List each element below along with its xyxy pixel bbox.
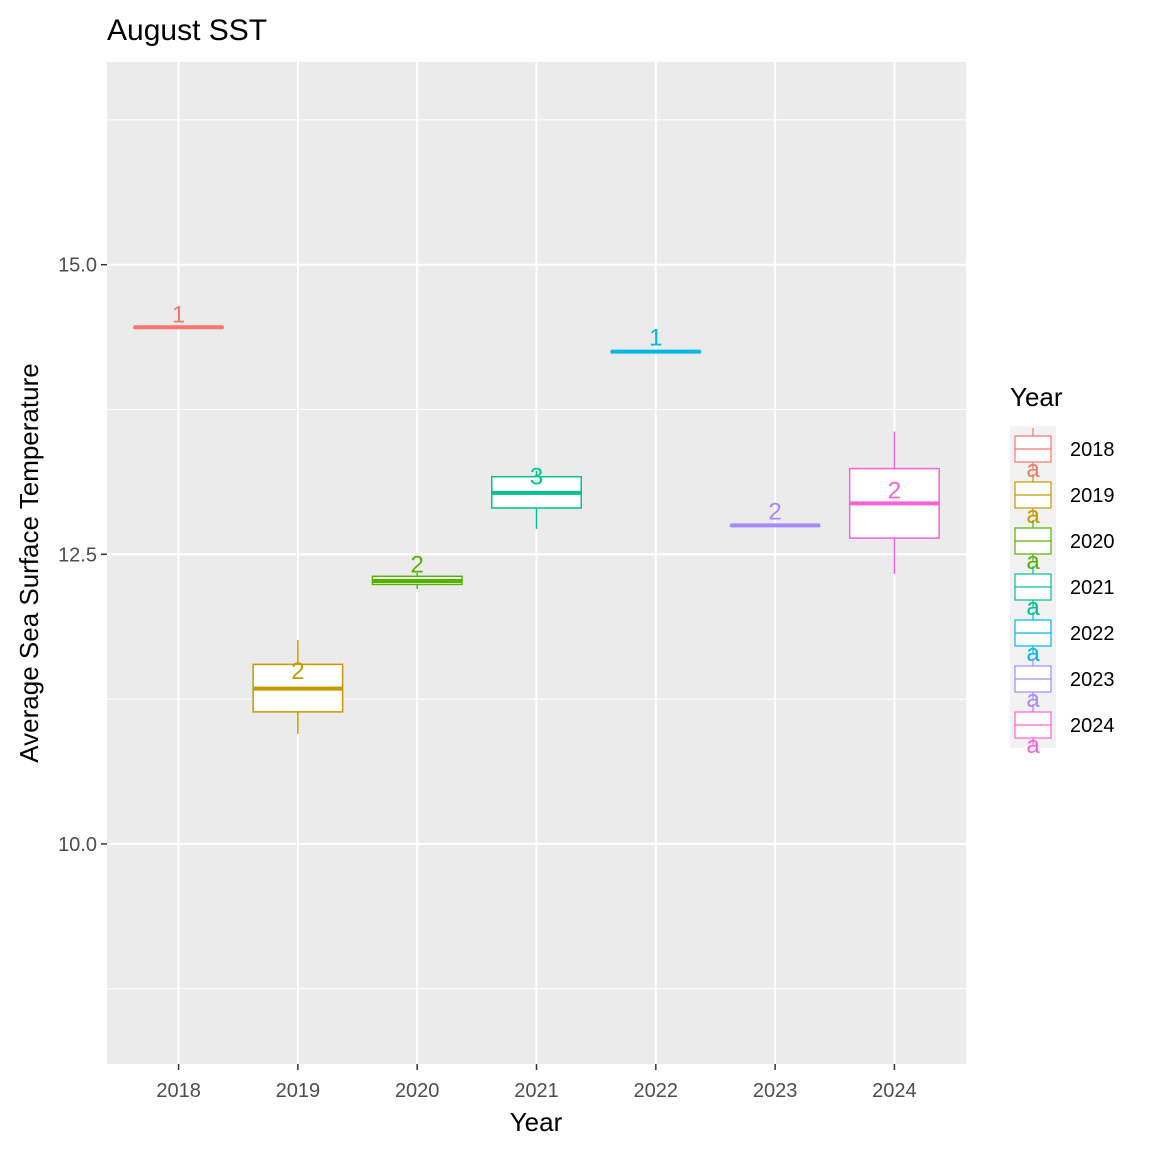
count-label-2022: 1 (649, 325, 662, 352)
count-label-2021: 3 (530, 464, 543, 491)
boxplot-2023 (729, 523, 821, 528)
legend-label: 2023 (1070, 669, 1115, 691)
legend-label: 2020 (1070, 531, 1115, 553)
legend-key-glyph: a (1026, 640, 1040, 667)
legend-label: 2021 (1070, 577, 1115, 599)
boxplot-2022 (610, 349, 702, 354)
x-tick-label: 2023 (753, 1080, 798, 1102)
legend: Year a 2018 a 2019 a 2020 a 2021 a 2022 a 2023 a 2024 (1010, 382, 1115, 759)
legend-key-glyph: a (1026, 548, 1040, 575)
legend-item-2024: a 2024 (1014, 704, 1115, 759)
boxplot-2020 (371, 572, 463, 590)
legend-item-2022: a 2022 (1014, 612, 1115, 667)
count-label-2019: 2 (291, 658, 304, 685)
legend-item-2018: a 2018 (1014, 428, 1115, 483)
boxplots (133, 325, 940, 734)
x-axis: 2018 2019 2020 2021 2022 2023 2024 (156, 1064, 917, 1102)
count-label-2024: 2 (888, 477, 901, 504)
legend-item-2021: a 2021 (1014, 566, 1115, 621)
y-tick-label: 10.0 (58, 834, 97, 856)
x-tick-label: 2018 (156, 1080, 201, 1102)
boxplot-2019 (252, 640, 344, 734)
legend-item-2023: a 2023 (1014, 658, 1115, 713)
legend-item-2019: a 2019 (1014, 474, 1115, 529)
legend-key-glyph: a (1026, 594, 1040, 621)
count-label-2023: 2 (768, 498, 781, 525)
legend-label: 2019 (1070, 485, 1115, 507)
count-label-2020: 2 (411, 552, 424, 579)
count-label-2018: 1 (172, 301, 185, 328)
x-axis-title: Year (510, 1107, 563, 1137)
legend-key-glyph: a (1026, 732, 1040, 759)
x-tick-label: 2021 (514, 1080, 559, 1102)
x-tick-label: 2024 (872, 1080, 917, 1102)
x-tick-label: 2019 (276, 1080, 321, 1102)
boxplot-2024 (848, 431, 940, 575)
legend-label: 2022 (1070, 623, 1115, 645)
y-axis-title: Average Sea Surface Temperature (14, 363, 44, 762)
x-tick-label: 2022 (634, 1080, 679, 1102)
y-axis: 10.0 12.5 15.0 (58, 255, 107, 856)
boxplot-2021 (491, 470, 582, 529)
legend-label: 2018 (1070, 439, 1115, 461)
legend-key-glyph: a (1026, 502, 1040, 529)
legend-title: Year (1010, 382, 1063, 412)
legend-key-glyph: a (1026, 456, 1040, 483)
legend-label: 2024 (1070, 715, 1115, 737)
legend-item-2020: a 2020 (1014, 520, 1115, 575)
legend-key-glyph: a (1026, 686, 1040, 713)
boxplot-2018 (133, 325, 225, 330)
y-tick-label: 12.5 (58, 544, 97, 566)
chart-title: August SST (107, 14, 267, 47)
y-tick-label: 15.0 (58, 255, 97, 277)
count-labels: 1 2 2 3 1 2 2 (172, 301, 901, 685)
x-tick-label: 2020 (395, 1080, 440, 1102)
